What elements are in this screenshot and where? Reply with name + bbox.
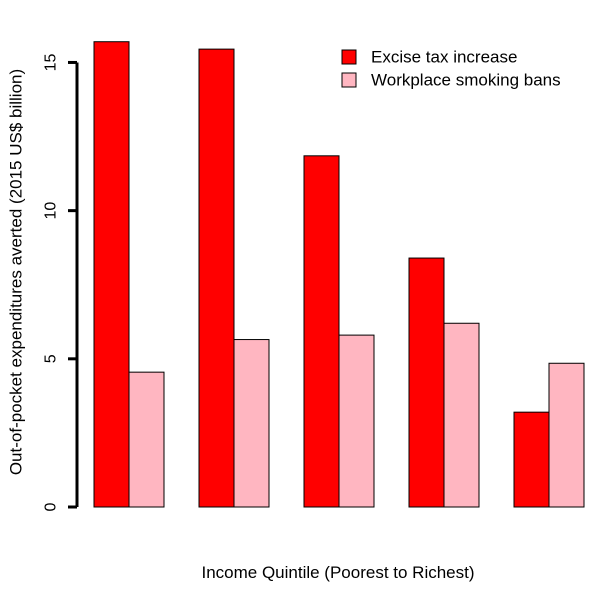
bar-smoking-bans-q2: [233, 339, 270, 508]
x-axis-title: Income Quintile (Poorest to Richest): [201, 563, 474, 582]
y-axis-title: Out-of-pocket expenditures averted (2015…: [7, 69, 26, 475]
bar-smoking-bans-q1: [128, 371, 165, 508]
legend-label-workplace-smoking-bans: Workplace smoking bans: [371, 71, 561, 90]
y-ticks: 0 5 10 15: [43, 53, 77, 511]
bar-smoking-bans-q4: [443, 322, 480, 508]
bar-excise-tax-q2: [198, 48, 235, 508]
bar-excise-tax-q3: [303, 155, 340, 508]
y-axis: 0 5 10 15: [43, 53, 79, 511]
bars-group: [93, 41, 585, 508]
legend: Excise tax increase Workplace smoking ba…: [341, 48, 561, 90]
legend-swatch-excise-tax: [341, 49, 357, 65]
legend-label-excise-tax: Excise tax increase: [371, 48, 517, 67]
bar-excise-tax-q1: [93, 41, 130, 508]
bar-excise-tax-q4: [408, 257, 445, 508]
y-tick-label-10: 10: [43, 202, 60, 220]
y-tick-label-0: 0: [43, 502, 60, 511]
bar-excise-tax-q5: [513, 411, 550, 508]
legend-swatch-workplace-smoking-bans: [341, 72, 357, 88]
bar-smoking-bans-q3: [338, 334, 375, 508]
y-tick-label-5: 5: [43, 354, 60, 363]
y-tick-label-15: 15: [43, 53, 60, 71]
bar-smoking-bans-q5: [548, 362, 585, 508]
